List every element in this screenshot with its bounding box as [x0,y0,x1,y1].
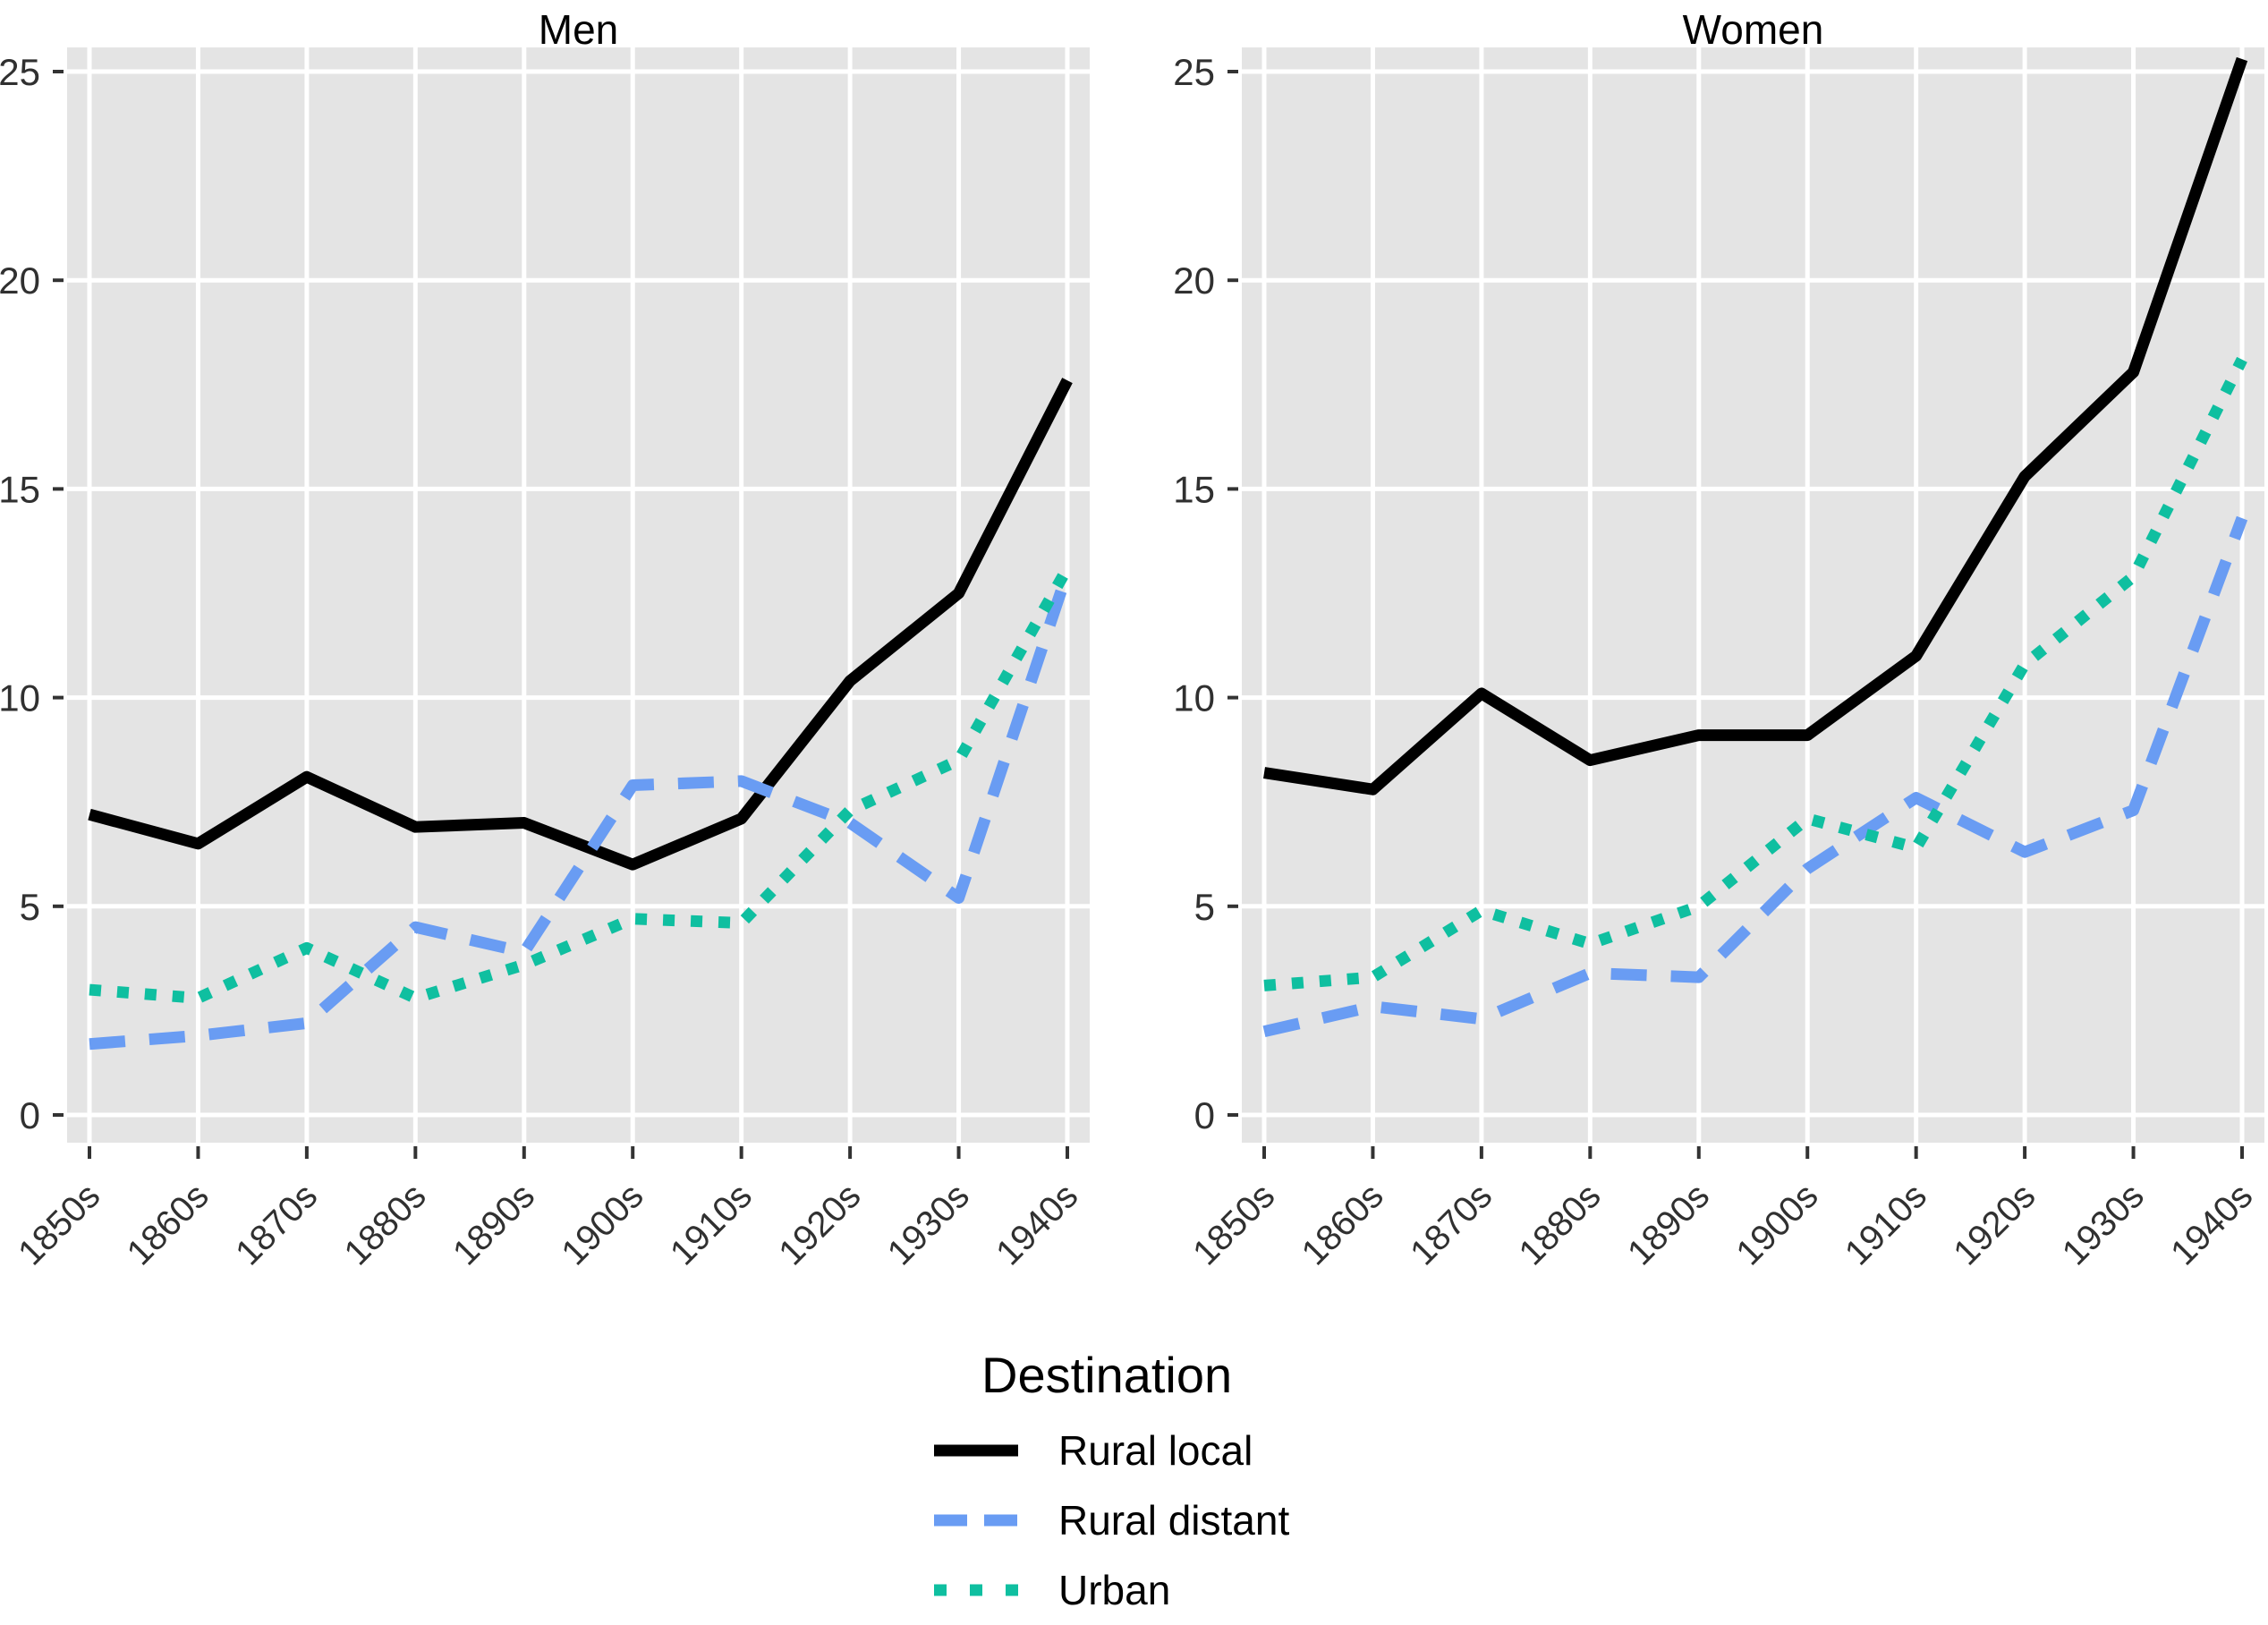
x-axis-label: 1890s [1620,1176,1717,1272]
y-axis-label: 5 [1194,886,1215,928]
x-axis-label: 1850s [11,1176,107,1272]
y-axis-label: 15 [1175,468,1215,510]
x-axis-label: 1920s [1946,1176,2043,1272]
x-axis-label: 1910s [1838,1176,1934,1272]
series-line-rural-distant [1262,515,2248,1038]
legend-item-urban: Urban [933,1555,1289,1625]
panel-background [1242,47,2264,1143]
y-axis-label: 0 [20,1094,40,1136]
urban-line-key [934,1584,1018,1596]
y-axis-label: 10 [0,677,40,719]
series-line-rural-local [1263,56,2248,795]
facet-title-women: Women [1682,6,1824,53]
series-line-urban [89,565,1073,1004]
x-axis-label: 1850s [1185,1176,1282,1272]
y-axis-label: 25 [1175,51,1215,93]
legend-title: Destination [981,1347,1233,1403]
y-axis-label: 20 [1175,259,1215,302]
legend-label-rural-distant: Rural distant [1058,1496,1290,1544]
rural-distant-line-key [934,1514,1018,1527]
rural-local-line-key [934,1444,1018,1457]
x-axis-label: 1860s [120,1176,217,1272]
women-line-chart: 0 5 10 15 20 25 1850s 1860s 1870s 1880s 1890s 1900s… [1175,47,2264,1272]
legend-label-rural-local: Rural local [1058,1426,1253,1474]
x-axis-label: 1870s [228,1176,325,1272]
y-axis-label: 5 [20,886,40,928]
series-line-urban [1263,356,2247,991]
panel-background [67,47,1090,1143]
x-axis-label: 1900s [554,1176,650,1272]
series-line-rural-local [88,378,1073,871]
x-axis-label: 1860s [1295,1176,1391,1272]
legend-item-rural-local: Rural local [933,1416,1289,1485]
x-axis-label: 1870s [1403,1176,1499,1272]
series-line-rural-distant [89,570,1074,1051]
x-axis-label: 1920s [771,1176,868,1272]
y-axis-label: 25 [0,51,40,93]
x-axis-label: 1890s [446,1176,542,1272]
y-axis-label: 20 [0,259,40,302]
x-axis-label: 1880s [1512,1176,1609,1272]
x-axis-label: 1940s [2163,1176,2260,1272]
y-axis-label: 10 [1175,677,1215,719]
legend-item-rural-distant: Rural distant [933,1485,1289,1555]
men-line-chart: 0 5 10 15 20 25 1850s 1860s 1870s 1880s 1890s 1900s… [0,47,1090,1272]
y-axis-label: 0 [1194,1094,1215,1136]
x-axis-label: 1930s [880,1176,977,1272]
x-axis-label: 1880s [337,1176,434,1272]
legend-label-urban: Urban [1058,1566,1171,1613]
x-axis-label: 1940s [989,1176,1085,1272]
x-axis-label: 1910s [663,1176,760,1272]
x-axis-label: 1900s [1729,1176,1825,1272]
x-axis-label: 1930s [2055,1176,2152,1272]
legend: Destination Rural local Rural distant Ur… [933,1348,1289,1625]
y-axis-label: 15 [0,468,40,510]
facet-title-men: Men [538,6,619,53]
